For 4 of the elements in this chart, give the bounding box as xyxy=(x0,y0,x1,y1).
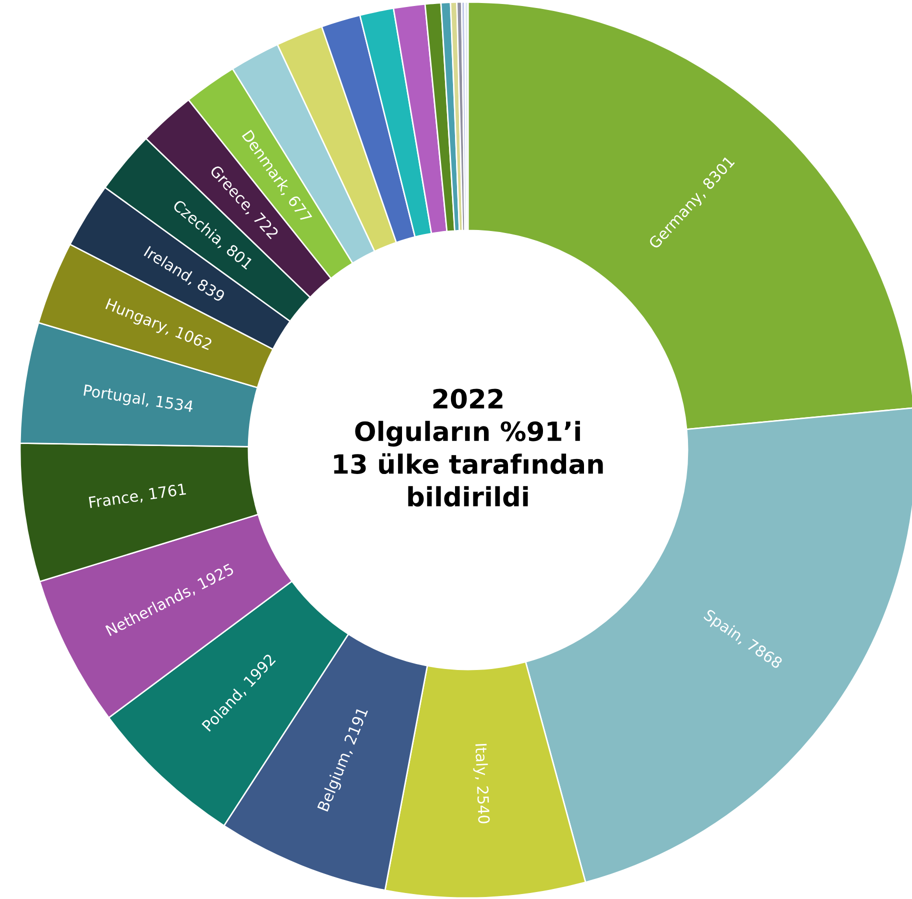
slice-label: Italy, 2540 xyxy=(472,744,490,824)
slice-label: Portugal, 1534 xyxy=(83,384,194,416)
text: 2022 Olguların %91’i 13 ülke tarafından bildirildi xyxy=(334,388,603,507)
slice-label: France, 1761 xyxy=(88,483,186,510)
